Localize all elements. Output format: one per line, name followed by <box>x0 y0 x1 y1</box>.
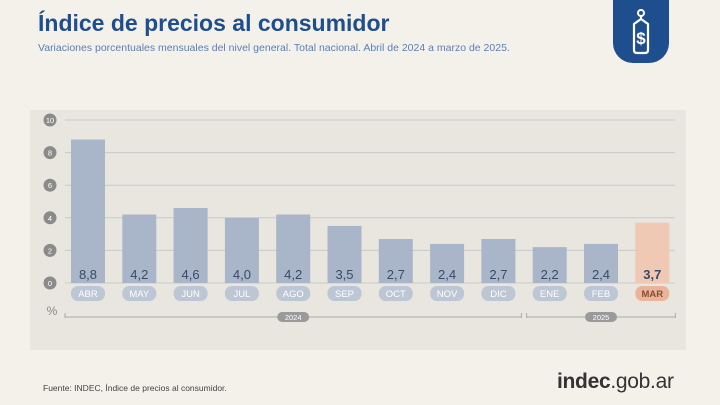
bar <box>635 222 670 283</box>
bar-chart: 0 2 4 6 8 10% 8,8 ABR 4,2 MAY 4,6 JUN 4,0 JUL 4,2 AGO 3,… <box>43 113 676 322</box>
category-label: DIC <box>490 289 507 300</box>
category-box <box>224 286 259 301</box>
category-label: JUL <box>233 289 250 300</box>
data-label: 4,6 <box>182 267 200 282</box>
category-box <box>71 286 105 301</box>
price-tag-badge: $ <box>613 0 669 63</box>
data-label: 2,2 <box>541 267 559 282</box>
y-tick-label: 0 <box>48 279 52 288</box>
year-pill <box>585 312 617 322</box>
category-box <box>584 286 618 301</box>
data-label: 2,4 <box>592 267 610 282</box>
y-tick-label: 2 <box>48 246 52 255</box>
category-label: MAY <box>129 289 150 300</box>
category-box <box>532 286 567 301</box>
category-label: AGO <box>283 289 304 300</box>
data-label: 4,0 <box>233 267 251 282</box>
category-label: FEB <box>592 289 610 300</box>
svg-text:$: $ <box>636 29 646 48</box>
category-box <box>378 286 413 301</box>
category-label: ABR <box>78 289 98 300</box>
data-label: 3,5 <box>335 267 353 282</box>
bar <box>173 208 208 283</box>
category-label: NOV <box>437 289 458 300</box>
bar <box>481 238 516 283</box>
data-label: 4,2 <box>284 267 302 282</box>
data-label: 8,8 <box>79 267 97 282</box>
bar <box>276 214 311 283</box>
bar <box>71 139 105 283</box>
y-tick-marker <box>43 243 57 257</box>
page-subtitle: Variaciones porcentuales mensuales del n… <box>38 42 510 54</box>
year-pill <box>277 312 310 322</box>
category-label: SEP <box>335 289 354 300</box>
category-label: OCT <box>386 289 406 300</box>
category-label: JUN <box>181 289 200 300</box>
bar <box>584 243 618 283</box>
year-label: 2024 <box>285 313 302 322</box>
y-tick-marker <box>43 178 57 192</box>
year-label: 2025 <box>593 313 610 322</box>
y-tick-label: 6 <box>48 181 52 190</box>
data-label: 2,7 <box>489 267 507 282</box>
chart-panel: 0 2 4 6 8 10% 8,8 ABR 4,2 MAY 4,6 JUN 4,0 JUL 4,2 AGO 3,… <box>30 110 686 350</box>
y-tick-marker <box>43 113 57 127</box>
bar <box>378 238 413 283</box>
category-box <box>327 286 362 301</box>
price-tag-dollar-icon: $ <box>632 8 650 54</box>
category-box <box>430 286 465 301</box>
y-tick-label: 4 <box>48 214 52 223</box>
category-label: ENE <box>540 289 560 300</box>
logo-main: indec <box>557 370 611 393</box>
category-label: MAR <box>641 289 663 300</box>
y-tick-marker <box>43 211 57 225</box>
bar <box>430 243 465 283</box>
bar <box>532 247 567 283</box>
y-tick-marker <box>43 276 57 290</box>
category-box <box>122 286 157 301</box>
y-axis-label: % <box>47 304 58 318</box>
bar <box>224 217 259 283</box>
data-label: 3,7 <box>643 267 661 282</box>
bar <box>122 214 157 283</box>
category-box <box>173 286 208 301</box>
y-tick-label: 10 <box>46 116 54 125</box>
category-box <box>481 286 516 301</box>
source-note: Fuente: INDEC, Índice de precios al cons… <box>43 383 227 393</box>
indec-logo: indec.gob.ar <box>557 370 674 394</box>
category-box <box>276 286 311 301</box>
category-box <box>635 286 670 301</box>
bar <box>327 225 362 283</box>
data-label: 2,7 <box>387 267 405 282</box>
y-tick-label: 8 <box>48 149 52 158</box>
data-label: 4,2 <box>130 267 148 282</box>
logo-suffix: .gob.ar <box>610 370 674 393</box>
y-tick-marker <box>43 146 57 160</box>
page-title: Índice de precios al consumidor <box>38 10 390 36</box>
data-label: 2,4 <box>438 267 456 282</box>
